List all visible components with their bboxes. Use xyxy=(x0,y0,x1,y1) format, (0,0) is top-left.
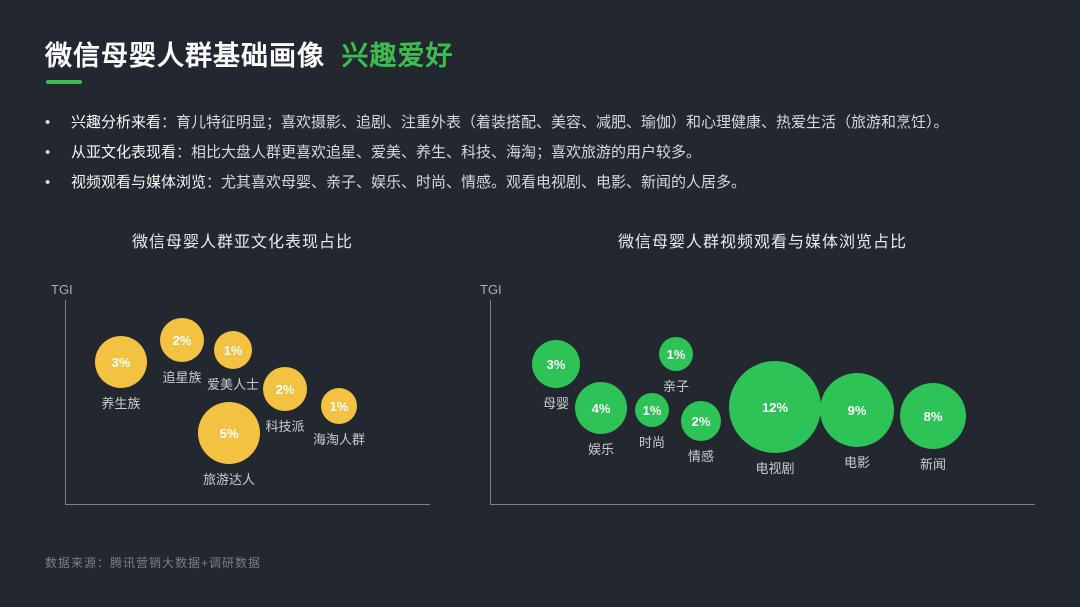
chart-video-media: 微信母婴人群视频观看与媒体浏览占比 TGI 3% 母婴 4% 娱乐 1% 时尚 1% 亲子 2%… xyxy=(480,222,1035,522)
bubble-亲子: 1% xyxy=(659,337,693,371)
bullet-item: • 视频观看与媒体浏览：尤其喜欢母婴、亲子、娱乐、时尚、情感。观看电视剧、电影、… xyxy=(45,168,1045,198)
bubble-电视剧: 12% xyxy=(729,361,821,453)
bubble-label-亲子: 亲子 xyxy=(662,379,689,394)
chart-title: 微信母婴人群视频观看与媒体浏览占比 xyxy=(617,234,907,251)
plot-area: 3% 养生族 2% 追星族 1% 爱美人士 2% 科技派 1% 海淘人群 5% 旅游达人 xyxy=(65,300,430,505)
page-title: 微信母婴人群基础画像 兴趣爱好 xyxy=(45,34,454,73)
bubble-追星族: 2% xyxy=(160,318,204,362)
page-title-text: 微信母婴人群基础画像 xyxy=(45,41,325,71)
bubble-科技派: 2% xyxy=(263,367,307,411)
bubble-label-电视剧: 电视剧 xyxy=(755,461,795,476)
bubble-label-养生族: 养生族 xyxy=(101,396,141,411)
bullet-text: ：育儿特征明显；喜欢摄影、追剧、注重外表（着装搭配、美容、减肥、瑜伽）和心理健康… xyxy=(161,114,949,131)
bubble-label-时尚: 时尚 xyxy=(638,435,665,450)
bubble-养生族: 3% xyxy=(95,336,147,388)
bullet-item: • 兴趣分析来看：育儿特征明显；喜欢摄影、追剧、注重外表（着装搭配、美容、减肥、… xyxy=(45,108,1045,138)
bubble-母婴: 3% xyxy=(532,340,580,388)
chart-title: 微信母婴人群亚文化表现占比 xyxy=(131,234,353,251)
y-axis-label: TGI xyxy=(51,282,73,297)
bubble-label-追星族: 追星族 xyxy=(162,370,202,385)
bubble-label-娱乐: 娱乐 xyxy=(587,442,614,457)
bubble-时尚: 1% xyxy=(635,393,669,427)
bullet-marker: • xyxy=(45,114,51,131)
bullet-lead: 从亚文化表现看 xyxy=(71,144,177,161)
bubble-label-母婴: 母婴 xyxy=(542,396,569,411)
bubble-娱乐: 4% xyxy=(575,382,627,434)
data-source: 数据来源：腾讯营销大数据+调研数据 xyxy=(45,556,262,570)
bullet-text: ：尤其喜欢母婴、亲子、娱乐、时尚、情感。观看电视剧、电影、新闻的人居多。 xyxy=(206,174,747,191)
chart-subculture: 微信母婴人群亚文化表现占比 TGI 3% 养生族 2% 追星族 1% 爱美人士 2% 科技派 1… xyxy=(45,222,440,522)
bubble-label-科技派: 科技派 xyxy=(265,419,305,434)
bubble-爱美人士: 1% xyxy=(214,331,252,369)
title-underline xyxy=(46,80,82,84)
bubble-label-海淘人群: 海淘人群 xyxy=(312,432,365,447)
bubble-label-电影: 电影 xyxy=(843,455,870,470)
bubble-新闻: 8% xyxy=(900,383,966,449)
bubble-海淘人群: 1% xyxy=(321,388,357,424)
bullet-lead: 兴趣分析来看 xyxy=(71,114,162,131)
bullet-marker: • xyxy=(45,174,51,191)
bullet-marker: • xyxy=(45,144,51,161)
bubble-label-爱美人士: 爱美人士 xyxy=(206,377,259,392)
page-title-highlight: 兴趣爱好 xyxy=(341,41,454,71)
bullet-item: • 从亚文化表现看：相比大盘人群更喜欢追星、爱美、养生、科技、海淘；喜欢旅游的用… xyxy=(45,138,1045,168)
bubble-电影: 9% xyxy=(820,373,894,447)
bubble-情感: 2% xyxy=(681,401,721,441)
y-axis-label: TGI xyxy=(480,282,502,297)
plot-area: 3% 母婴 4% 娱乐 1% 时尚 1% 亲子 2% 情感 12% 电视剧 9% 电影 8% 新闻 xyxy=(490,300,1035,505)
bubble-label-情感: 情感 xyxy=(687,449,714,464)
bubble-label-旅游达人: 旅游达人 xyxy=(202,472,255,487)
bullet-text: ：相比大盘人群更喜欢追星、爱美、养生、科技、海淘；喜欢旅游的用户较多。 xyxy=(176,144,702,161)
bubble-label-新闻: 新闻 xyxy=(919,457,946,472)
bullet-lead: 视频观看与媒体浏览 xyxy=(71,174,207,191)
bullet-list: • 兴趣分析来看：育儿特征明显；喜欢摄影、追剧、注重外表（着装搭配、美容、减肥、… xyxy=(45,108,1045,198)
bubble-旅游达人: 5% xyxy=(198,402,260,464)
